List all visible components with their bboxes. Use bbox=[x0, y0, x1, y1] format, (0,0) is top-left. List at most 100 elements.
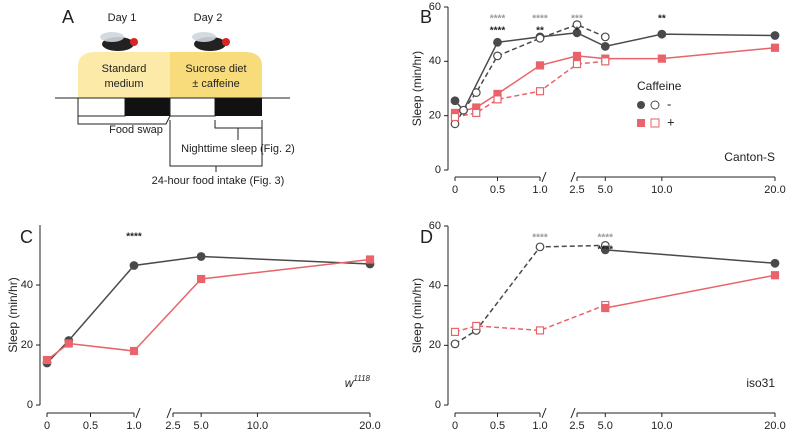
x-tick-label: 0.5 bbox=[490, 184, 505, 196]
series-line bbox=[454, 32, 776, 112]
axis-break bbox=[541, 171, 576, 183]
data-point bbox=[770, 258, 780, 268]
x-tick-label: 0 bbox=[452, 420, 458, 432]
x-tick-label: 20.0 bbox=[764, 420, 785, 432]
data-point bbox=[770, 43, 780, 52]
x-tick-label: 1.0 bbox=[532, 184, 547, 196]
bracket bbox=[214, 120, 263, 140]
strain-label: w1118 bbox=[345, 374, 371, 390]
annotation: Nighttime sleep (Fig. 2) bbox=[181, 143, 295, 155]
fly-icon bbox=[100, 32, 230, 51]
bracket bbox=[169, 120, 263, 172]
y-axis-label: Sleep (min/hr) bbox=[410, 51, 424, 126]
data-point bbox=[493, 95, 502, 104]
y-tick-label: 0 bbox=[27, 399, 33, 411]
x-tick-label: 0.5 bbox=[83, 420, 98, 432]
panel-a: A Day 1 Day 2 Standard medium Sucrose di… bbox=[55, 7, 295, 187]
legend-title: Caffeine bbox=[637, 79, 682, 93]
significance-label: ** bbox=[658, 14, 666, 25]
significance-label: **** bbox=[532, 14, 548, 25]
food-medium bbox=[78, 52, 170, 98]
data-point bbox=[535, 242, 545, 252]
significance-label: *** bbox=[571, 14, 583, 25]
data-point bbox=[535, 87, 545, 96]
data-point bbox=[601, 57, 610, 66]
x-tick-label: 1.0 bbox=[532, 420, 547, 432]
series-line bbox=[454, 304, 606, 333]
panel-label: B bbox=[420, 7, 432, 27]
data-point bbox=[572, 20, 582, 30]
y-tick-label: 20 bbox=[21, 339, 33, 351]
data-point bbox=[601, 303, 610, 313]
x-tick-label: 0 bbox=[452, 184, 458, 196]
data-point bbox=[197, 274, 206, 284]
series-line bbox=[454, 244, 606, 345]
x-tick-label: 10.0 bbox=[247, 420, 268, 432]
legend-marker bbox=[637, 119, 645, 127]
x-tick-label: 10.0 bbox=[651, 420, 672, 432]
data-point bbox=[450, 119, 460, 129]
x-tick-label: 1.0 bbox=[126, 420, 141, 432]
data-point bbox=[472, 321, 481, 331]
data-point bbox=[450, 327, 460, 337]
significance-label: **** bbox=[597, 245, 613, 256]
y-tick-label: 20 bbox=[429, 110, 441, 122]
data-point bbox=[42, 355, 52, 365]
y-tick-label: 40 bbox=[429, 280, 441, 292]
light-phase bbox=[169, 97, 216, 117]
y-axis-label: Sleep (min/hr) bbox=[410, 278, 424, 353]
x-tick-label: 2.5 bbox=[165, 420, 180, 432]
data-point bbox=[196, 252, 206, 261]
data-point bbox=[535, 61, 545, 70]
x-tick-label: 0.5 bbox=[490, 420, 505, 432]
data-point bbox=[572, 59, 582, 69]
x-tick-label: 2.5 bbox=[569, 420, 584, 432]
y-tick-label: 60 bbox=[429, 220, 441, 232]
data-point bbox=[493, 37, 502, 47]
significance-label: **** bbox=[490, 26, 506, 37]
data-point bbox=[459, 105, 468, 115]
dark-phase bbox=[125, 98, 170, 116]
day-label: Day 1 bbox=[108, 12, 137, 24]
x-tick-label: 10.0 bbox=[651, 184, 672, 196]
data-point bbox=[64, 339, 73, 348]
series-line bbox=[605, 249, 776, 265]
panel-label: C bbox=[20, 227, 33, 247]
panel-label: A bbox=[62, 7, 74, 27]
data-point bbox=[572, 51, 582, 61]
strain-label: Canton-S bbox=[724, 150, 775, 164]
significance-label: **** bbox=[532, 233, 548, 244]
x-tick-label: 20.0 bbox=[359, 420, 380, 432]
significance-label: **** bbox=[597, 233, 613, 244]
data-point bbox=[657, 29, 667, 39]
y-tick-label: 40 bbox=[429, 55, 441, 67]
data-point bbox=[450, 96, 460, 106]
data-point bbox=[129, 261, 139, 270]
axis-break bbox=[541, 407, 576, 419]
legend-label: + bbox=[667, 114, 675, 129]
y-tick-label: 0 bbox=[435, 164, 441, 176]
data-point bbox=[770, 271, 780, 280]
data-point bbox=[129, 346, 139, 356]
x-tick-label: 2.5 bbox=[569, 184, 584, 196]
medium-label: ± caffeine bbox=[192, 78, 239, 90]
legend-marker bbox=[637, 101, 645, 109]
y-axis-label: Sleep (min/hr) bbox=[6, 277, 20, 352]
y-tick-label: 20 bbox=[429, 339, 441, 351]
panel: D 0 20 40 60 0 0.5 1.0 2.5 5.0 10.0 20.0 Sleep (min/… bbox=[410, 220, 786, 432]
strain-label: iso31 bbox=[746, 376, 775, 390]
data-point bbox=[450, 112, 460, 122]
medium-label: Standard bbox=[102, 63, 147, 75]
bracket bbox=[77, 115, 171, 125]
axis-break bbox=[135, 407, 172, 419]
annotation: 24-hour food intake (Fig. 3) bbox=[152, 175, 285, 187]
data-point bbox=[493, 51, 502, 61]
legend-marker bbox=[650, 100, 660, 110]
legend-marker bbox=[650, 118, 660, 128]
x-tick-label: 0 bbox=[44, 420, 50, 432]
significance-label: **** bbox=[126, 232, 142, 243]
medium-label: medium bbox=[104, 78, 143, 90]
x-tick-label: 5.0 bbox=[598, 420, 613, 432]
significance-label: **** bbox=[490, 14, 506, 25]
